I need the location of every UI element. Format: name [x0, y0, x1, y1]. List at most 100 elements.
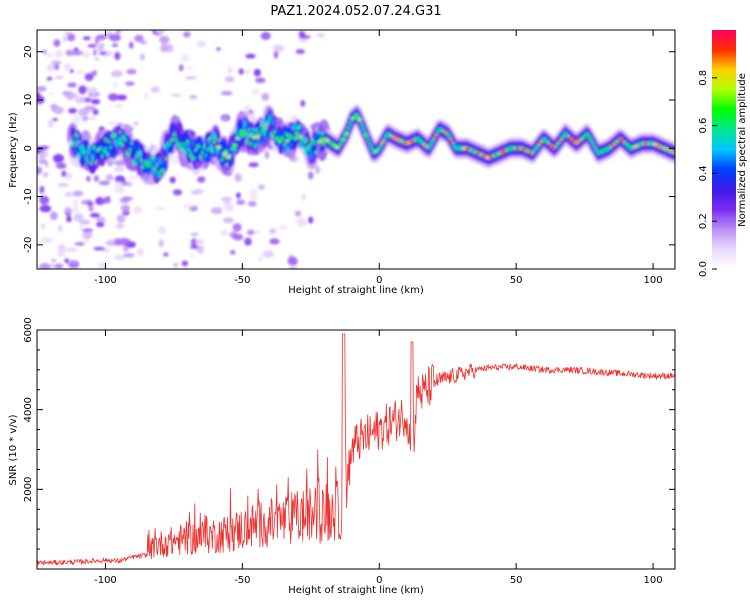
noise-blob [84, 73, 94, 82]
noise-blob [81, 228, 94, 233]
ridge-cell [291, 125, 294, 130]
x-tick-label: -100 [94, 275, 117, 286]
colorbar-tick-label: 0.2 [698, 213, 709, 229]
ridge-cell [77, 152, 81, 157]
ridge-cell [273, 130, 276, 134]
ridge-cell [349, 121, 352, 126]
noise-blob [316, 33, 326, 38]
y-tick-label: 20 [23, 45, 34, 58]
ridge-cell [455, 146, 459, 151]
ridge-cell [317, 130, 321, 135]
ridge-cell [368, 142, 372, 147]
noise-blob [67, 82, 77, 88]
ridge-cell [183, 141, 186, 148]
noise-blob [118, 238, 131, 246]
noise-blob [96, 221, 105, 228]
noise-blob [189, 253, 195, 258]
ridge-cell [81, 144, 84, 149]
noise-blob [111, 43, 119, 48]
spectrogram-y-axis: -20 -10 0 10 20 [23, 45, 675, 253]
noise-blob [110, 70, 123, 78]
noise-blob [190, 232, 199, 236]
noise-blob [260, 31, 271, 40]
ridge-cell [117, 144, 121, 152]
ridge-cell [192, 155, 196, 160]
y-tick-label: -10 [23, 188, 34, 204]
x-tick-label: -100 [94, 575, 117, 586]
y-tick-label: -20 [23, 237, 34, 253]
noise-blob [186, 66, 195, 70]
noise-blob [46, 76, 53, 81]
ridge-cell [204, 154, 207, 158]
noise-blob [114, 238, 122, 246]
ridge-cell [595, 148, 598, 153]
ridge-cell [590, 139, 593, 144]
noise-blob [49, 211, 58, 221]
noise-blob [47, 119, 54, 128]
ridge-peak [656, 144, 662, 148]
ridge-cell [225, 162, 229, 167]
ridge-cell [253, 143, 257, 148]
ridge-cell [641, 141, 644, 146]
noise-blob [61, 170, 67, 177]
noise-blob [140, 40, 148, 45]
ridge-cell [155, 162, 158, 168]
noise-blob [82, 51, 91, 59]
ridge-peak [465, 147, 471, 151]
ridge-cell [109, 145, 112, 150]
x-tick-label: -50 [234, 275, 250, 286]
ridge-cell [137, 151, 140, 155]
noise-blob [253, 229, 260, 235]
noise-blob [294, 210, 302, 217]
ridge-cell [429, 142, 432, 147]
noise-blob [65, 247, 78, 252]
noise-blob [126, 181, 133, 187]
ridge-cell [252, 127, 255, 131]
noise-blob [196, 40, 206, 47]
noise-blob [116, 94, 127, 101]
ridge-cell [83, 140, 88, 150]
ridge-peak [340, 138, 346, 142]
ridge-cell [174, 137, 178, 142]
noise-blob [78, 108, 90, 116]
ridge-cell [536, 144, 539, 149]
noise-blob [78, 85, 87, 95]
noise-blob [171, 93, 182, 97]
noise-blob [182, 204, 194, 208]
ridge-cell [211, 147, 214, 153]
noise-blob [43, 172, 49, 178]
ridge-cell [133, 162, 137, 167]
ridge-cell [209, 136, 212, 140]
ridge-cell [150, 164, 153, 170]
ridge-peak [521, 147, 527, 151]
noise-blob [63, 208, 75, 213]
noise-blob [172, 189, 183, 196]
ridge-cell [363, 130, 367, 135]
ridge-cell [142, 164, 145, 170]
noise-blob [105, 173, 114, 182]
noise-blob [79, 223, 84, 232]
noise-blob [301, 193, 306, 202]
ridge-cell [146, 166, 150, 174]
ridge-cell [178, 144, 181, 150]
ridge-peak [363, 133, 369, 137]
noise-blob [51, 60, 62, 65]
noise-blob [74, 96, 86, 104]
x-tick-label: 50 [510, 575, 523, 586]
ridge-cell [91, 154, 94, 161]
ridge-cell [151, 154, 155, 160]
ridge-cell [148, 161, 152, 165]
noise-blob [69, 69, 74, 73]
noise-blob [73, 205, 79, 214]
noise-blob [42, 49, 47, 55]
ridge-peak [547, 142, 553, 147]
ridge-cell [199, 155, 202, 160]
ridge-cell [94, 153, 98, 160]
noise-blob [134, 34, 144, 43]
ridge-peak [610, 143, 616, 147]
ridge-cell [588, 136, 592, 141]
noise-blob [100, 42, 105, 51]
noise-blob [65, 171, 73, 180]
ridge-cell [76, 139, 79, 147]
ridge-cell [94, 161, 97, 165]
